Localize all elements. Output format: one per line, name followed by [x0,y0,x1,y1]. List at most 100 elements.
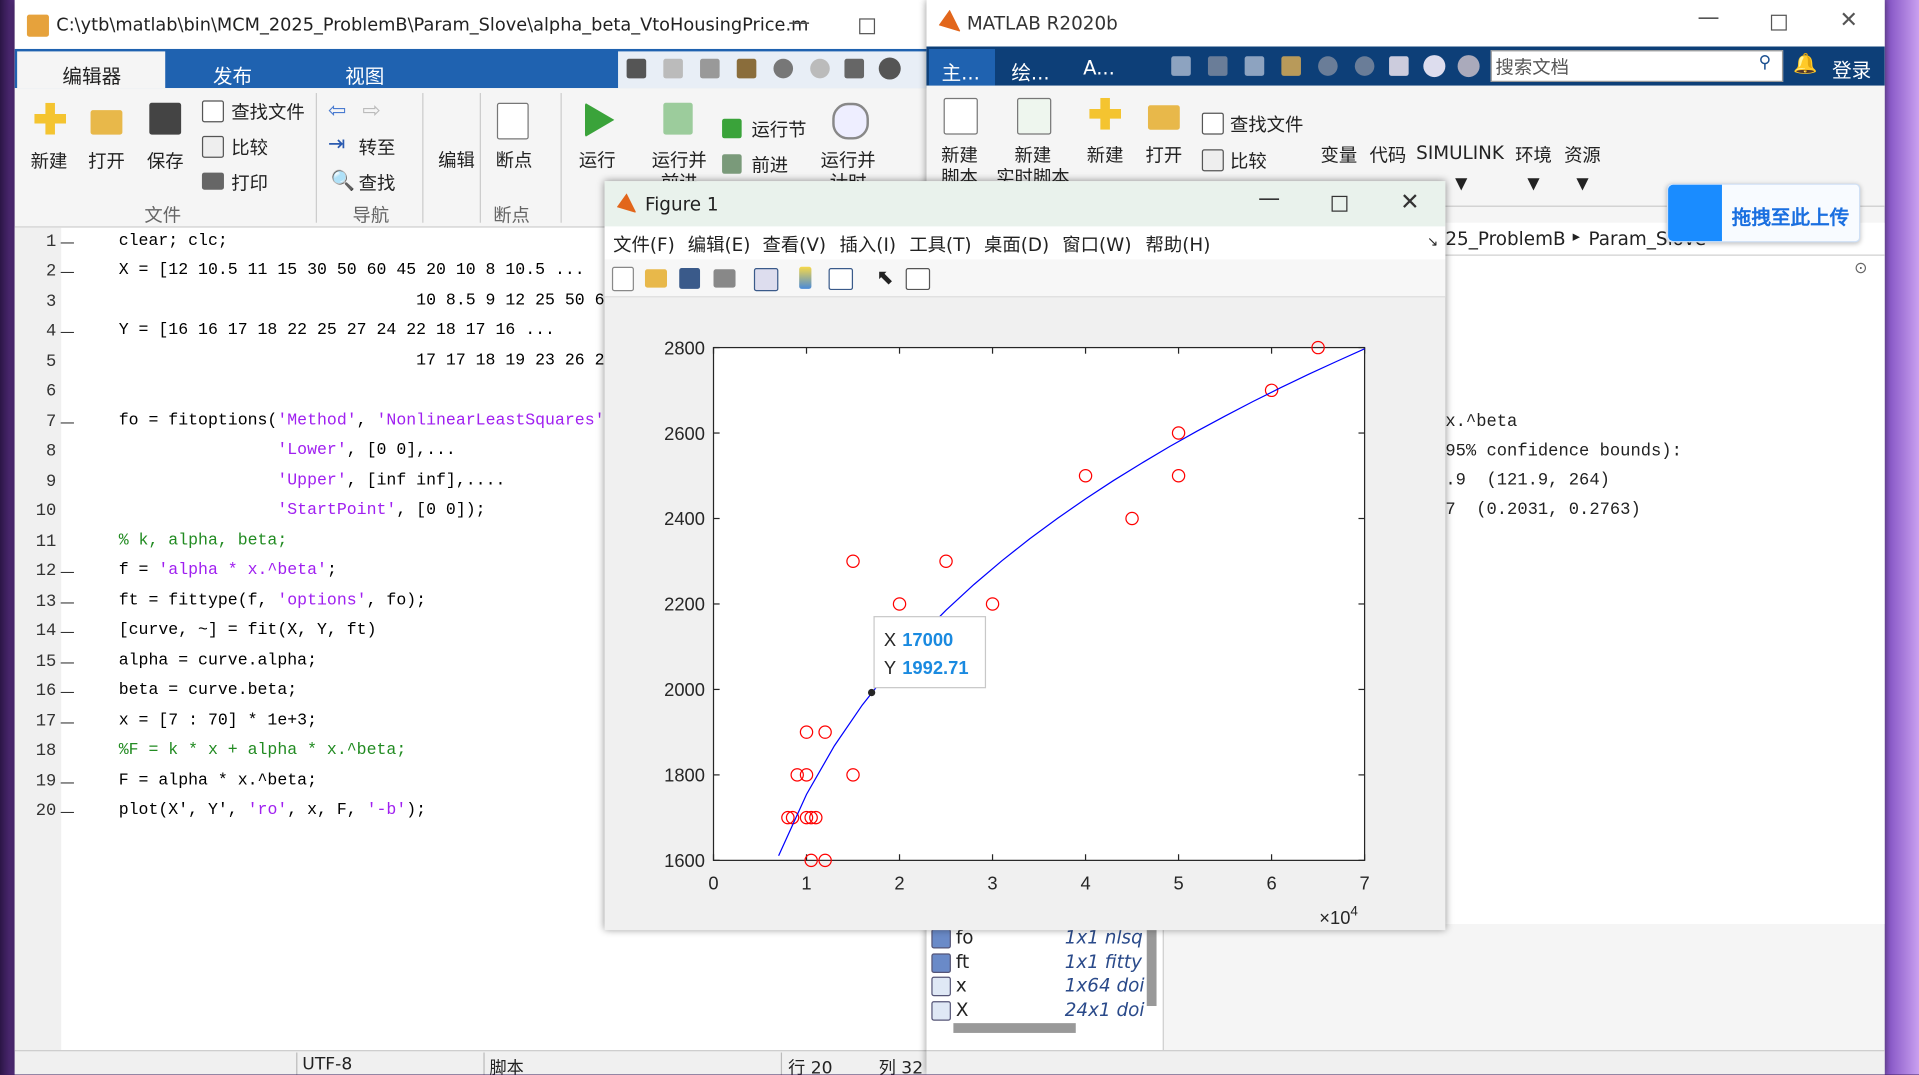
button-label[interactable]: 新建 [1086,144,1124,167]
menu-item[interactable]: 工具(T) [909,233,972,256]
variable-name[interactable]: ft [955,950,970,973]
search-box[interactable] [1490,50,1784,82]
button-label[interactable]: 断点 [495,149,533,172]
toolbar-icon[interactable] [1281,56,1301,76]
variable-value[interactable]: 1x1 fitty [1064,950,1142,973]
button-label[interactable]: 前进 [751,154,789,177]
print-icon[interactable] [713,269,736,288]
dock-arrow[interactable]: ↘ [1427,233,1439,250]
code-line[interactable]: 17 17 18 19 23 26 28 [118,351,615,371]
upload-button[interactable]: 拖拽至此上传 [1666,183,1861,243]
dropdown-arrow[interactable]: ▼ [1455,175,1468,194]
open-icon[interactable] [1147,105,1180,130]
code-line[interactable]: 'StartPoint', [0 0]); [277,501,486,521]
scrollbar[interactable] [953,1023,1076,1033]
forward-arrow[interactable]: ⇨ [362,97,381,124]
code-line[interactable]: beta = curve.beta; [118,681,298,701]
button-label[interactable]: 查找 [358,172,396,195]
variable-name[interactable]: X [955,998,969,1021]
toolbar-icon[interactable] [1244,56,1265,76]
code-line[interactable]: clear; clc; [118,231,228,251]
code-line[interactable]: % k, alpha, beta; [118,531,288,551]
cut-icon[interactable] [663,58,683,79]
window-icon[interactable] [844,58,865,79]
legend-icon[interactable] [828,268,854,291]
back-arrow[interactable]: ⇦ [327,97,347,124]
variable-name[interactable]: fo [955,926,974,949]
undo-icon[interactable] [773,58,794,79]
colorbar-icon[interactable] [799,266,812,289]
toolbar-icon[interactable] [1354,56,1375,76]
button-label[interactable]: 环境 [1515,144,1552,167]
compare-icon[interactable] [201,135,224,158]
code-line[interactable]: F = alpha * x.^beta; [118,771,318,790]
tab[interactable]: 编辑器 [62,64,122,89]
dropdown-arrow[interactable]: ▼ [1576,175,1589,194]
menu-item[interactable]: 插入(I) [839,233,897,256]
find-files-icon[interactable] [1201,112,1224,135]
button-label[interactable]: 运行节 [751,118,807,141]
code-line[interactable]: alpha = curve.alpha; [118,651,318,671]
find-files-icon[interactable] [201,100,224,123]
search-icon[interactable]: ⚲ [1758,52,1772,73]
goto-icon[interactable]: ⇥ [327,132,346,157]
code-line[interactable]: %F = k * x + alpha * x.^beta; [118,741,407,761]
code-line[interactable]: 'Upper', [inf inf],.... [277,471,506,491]
login-link[interactable]: 登录 [1832,58,1872,82]
copy-icon[interactable] [700,58,720,79]
variable-value[interactable]: 24x1 doi [1064,998,1145,1021]
button-label[interactable]: 资源 [1564,144,1601,167]
toolbar-icon[interactable] [1171,56,1191,76]
code-line[interactable]: [curve, ~] = fit(X, Y, ft) [118,621,377,641]
find-icon[interactable]: 🔍 [330,168,355,193]
code-line[interactable]: fo = fitoptions('Method', 'NonlinearLeas… [118,411,615,431]
toolbar-icon[interactable] [1389,56,1409,76]
menu-item[interactable]: 帮助(H) [1145,233,1211,256]
code-line[interactable]: plot(X', Y', 'ro', x, F, '-b'); [118,801,427,820]
path-segment[interactable]: 25_ProblemB [1445,227,1566,250]
button-label[interactable]: 运行并 [820,149,876,172]
button-label[interactable]: 查找文件 [1229,113,1304,136]
maximize-button[interactable] [1770,14,1787,31]
save-icon[interactable] [679,268,701,289]
variable-value[interactable]: 1x1 nlsq [1064,926,1143,949]
open-icon[interactable] [90,110,123,135]
tab[interactable]: 主... [941,61,980,85]
button-label[interactable]: 编辑 [438,149,475,172]
button-label[interactable]: SIMULINK [1416,141,1504,164]
menu-item[interactable]: 编辑(E) [687,233,751,256]
run-time-icon[interactable] [832,102,869,140]
tab[interactable]: 视图 [345,64,385,89]
button-label[interactable]: 新建 [30,150,68,173]
redo-icon[interactable] [810,58,830,79]
code-line[interactable]: 'Lower', [0 0],... [277,441,456,461]
button-label[interactable]: 新建 [1014,144,1052,167]
code-line[interactable]: f = 'alpha * x.^beta'; [118,561,337,581]
menu-item[interactable]: 窗口(W) [1062,233,1132,256]
minimize-button[interactable]: — [1258,186,1281,212]
button-label[interactable]: 打开 [1145,144,1183,167]
menu-item[interactable]: 查看(V) [762,233,827,256]
button-label[interactable]: 比较 [231,137,269,160]
button-label[interactable]: 代码 [1369,144,1407,167]
tab[interactable]: A... [1083,56,1115,80]
button-label[interactable]: 转至 [358,137,396,160]
new-script-icon[interactable] [943,97,978,135]
breakpoints-icon[interactable] [496,102,529,140]
variable-value[interactable]: 1x64 doi [1064,974,1145,997]
button-label[interactable]: 运行并 [651,149,707,172]
toolbar-icon[interactable] [1318,56,1338,76]
minimize-button[interactable]: — [1697,4,1720,31]
panel-menu[interactable]: ⊙ [1854,259,1868,278]
button-label[interactable]: 查找文件 [231,101,305,124]
code-line[interactable]: x = [7 : 70] * 1e+3; [118,711,318,731]
print-icon[interactable] [201,172,224,190]
maximize-button[interactable] [859,18,876,35]
run-section-icon[interactable] [722,118,742,139]
menu-item[interactable]: 文件(F) [613,233,675,256]
close-button[interactable]: ✕ [1839,7,1858,34]
dropdown-icon[interactable] [1457,55,1480,78]
open-icon[interactable] [644,269,667,288]
button-label[interactable]: 保存 [146,150,184,173]
property-icon[interactable] [905,268,931,291]
